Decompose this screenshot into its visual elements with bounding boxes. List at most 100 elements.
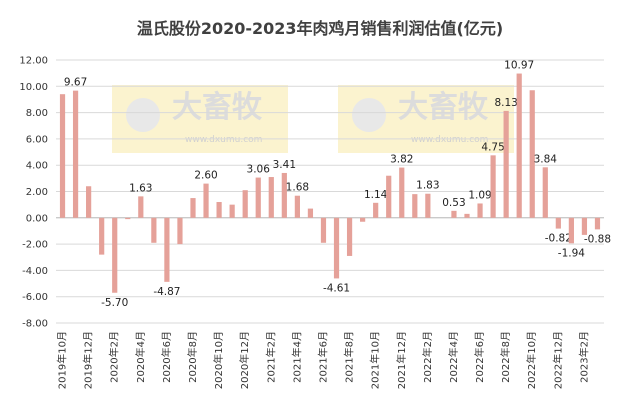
- bar: [307, 208, 314, 218]
- bar: [503, 110, 509, 218]
- bar: [112, 217, 118, 293]
- bar: [99, 217, 105, 255]
- data-label: 10.97: [504, 60, 534, 72]
- bar: [451, 210, 457, 218]
- y-tick-label: 2.00: [26, 187, 48, 198]
- bar: [138, 196, 144, 218]
- bar: [373, 202, 379, 218]
- bar: [190, 198, 196, 218]
- x-tick-label: 2023年2月: [577, 331, 590, 383]
- y-tick-label: -8.00: [22, 319, 48, 330]
- data-label: 9.67: [64, 77, 87, 89]
- bar: [555, 217, 561, 229]
- bar: [346, 217, 353, 256]
- bar: [477, 203, 483, 218]
- data-label: -1.94: [558, 247, 585, 259]
- x-tick-label: 2020年6月: [160, 331, 173, 383]
- bar: [594, 217, 601, 230]
- x-tick-label: 2020年8月: [186, 331, 199, 383]
- data-label: 3.84: [534, 153, 558, 165]
- bar: [464, 213, 470, 218]
- data-label: 1.68: [286, 182, 309, 194]
- bar: [386, 175, 392, 218]
- bar: [542, 167, 548, 218]
- data-label: 4.75: [481, 141, 504, 153]
- bar: [59, 94, 66, 218]
- y-tick-label: 0.00: [26, 213, 48, 224]
- y-tick-label: -4.00: [22, 266, 48, 277]
- x-tick-label: 2019年10月: [56, 331, 69, 389]
- bar: [516, 73, 522, 218]
- x-tick-label: 2022年4月: [447, 331, 460, 383]
- bar: [242, 190, 248, 218]
- bar: [268, 177, 274, 218]
- bar: [164, 217, 170, 282]
- bar: [529, 90, 535, 218]
- y-tick-label: 10.00: [19, 82, 48, 93]
- y-tick-label: 4.00: [26, 161, 48, 172]
- data-label: 1.83: [416, 180, 439, 192]
- x-tick-label: 2020年2月: [108, 331, 121, 383]
- data-label: 0.53: [442, 197, 465, 209]
- bar: [229, 204, 235, 218]
- bar: [203, 183, 209, 218]
- watermark-url: www.dxumu.com: [411, 135, 488, 145]
- bar: [216, 202, 222, 218]
- x-tick-label: 2022年10月: [525, 331, 538, 389]
- bar: [294, 195, 300, 218]
- data-label: -0.82: [545, 233, 572, 245]
- bar: [412, 194, 418, 218]
- x-tick-label: 2021年6月: [316, 331, 329, 383]
- y-tick-label: 12.00: [19, 56, 48, 67]
- x-tick-label: 2022年6月: [473, 331, 486, 383]
- bar: [333, 217, 340, 279]
- x-tick-label: 2022年8月: [499, 331, 512, 383]
- data-label: 8.13: [494, 97, 517, 109]
- data-label: 1.14: [364, 189, 388, 201]
- x-tick-label: 2021年10月: [369, 331, 382, 389]
- data-label: 3.41: [273, 159, 296, 171]
- x-tick-label: 2021年2月: [264, 331, 277, 383]
- x-tick-label: 2020年4月: [134, 331, 147, 383]
- x-tick-label: 2021年12月: [395, 331, 408, 389]
- x-tick-label: 2022年2月: [421, 331, 434, 383]
- data-label: -4.61: [323, 282, 350, 294]
- watermark-url: www.dxumu.com: [185, 135, 262, 145]
- x-tick-label: 2020年12月: [238, 331, 251, 389]
- bar: [490, 155, 496, 218]
- x-tick-label: 2020年10月: [212, 331, 225, 389]
- data-label: 3.82: [390, 154, 413, 166]
- y-tick-label: -2.00: [22, 240, 48, 251]
- bar: [360, 217, 366, 222]
- watermark-logo: [352, 98, 386, 132]
- data-label: 3.06: [247, 164, 271, 176]
- data-label: -5.70: [101, 297, 128, 309]
- y-tick-label: -6.00: [22, 292, 48, 303]
- x-tick-label: 2022年12月: [551, 331, 564, 389]
- data-label: -0.88: [584, 233, 611, 245]
- bar: [72, 90, 79, 218]
- watermark: 大畜牧: [398, 90, 489, 125]
- watermark-logo: [126, 98, 160, 132]
- x-tick-label: 2019年12月: [82, 331, 95, 389]
- data-label: -4.87: [153, 286, 180, 298]
- x-tick-label: 2021年4月: [290, 331, 303, 383]
- bar: [399, 167, 405, 218]
- bar: [255, 177, 261, 218]
- data-label: 2.60: [194, 170, 217, 182]
- data-label: 1.63: [129, 182, 152, 194]
- y-tick-label: 8.00: [26, 108, 48, 119]
- bar: [125, 217, 131, 220]
- x-tick-label: 2021年8月: [343, 331, 356, 383]
- bar: [425, 193, 431, 218]
- data-label: 1.09: [468, 189, 491, 201]
- bar: [581, 217, 588, 235]
- y-tick-label: 6.00: [26, 134, 48, 145]
- bar: [320, 217, 327, 243]
- bar: [151, 217, 157, 243]
- bar: [177, 217, 183, 245]
- bar: [281, 172, 287, 218]
- bar: [86, 186, 92, 218]
- bar: [568, 217, 574, 244]
